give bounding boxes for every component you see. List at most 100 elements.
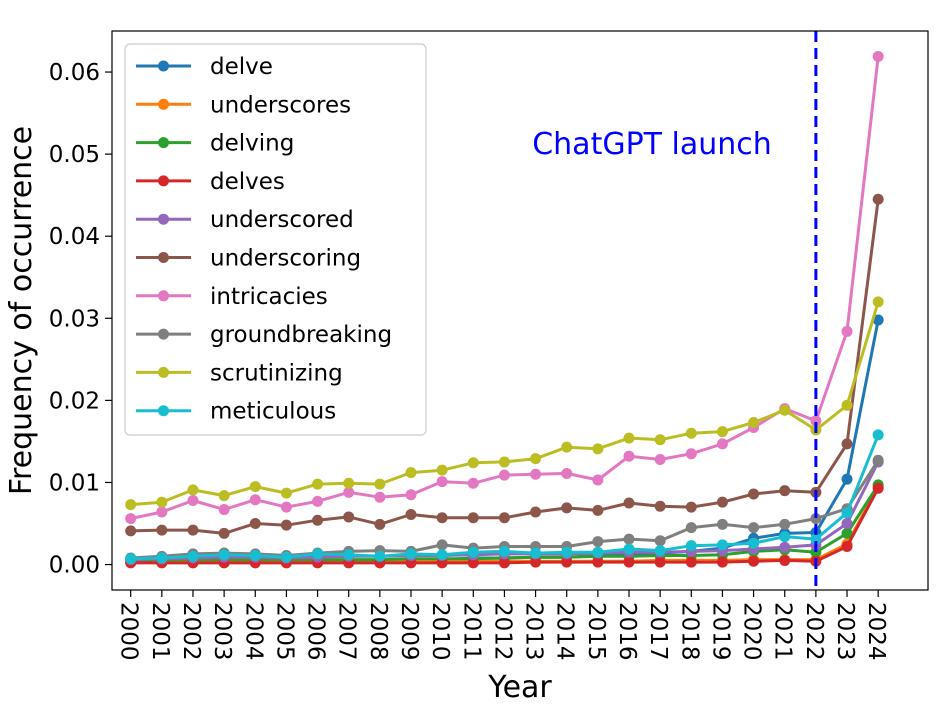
data-point-underscoring <box>187 524 199 536</box>
data-point-intricacies <box>436 476 448 488</box>
chatgpt-launch-annotation: ChatGPT launch <box>532 127 772 162</box>
legend-label: underscoring <box>210 246 361 272</box>
y-tick-label: 0.04 <box>49 224 100 250</box>
data-point-underscoring <box>716 496 728 508</box>
legend-label: delving <box>210 131 294 157</box>
series-line-meticulous <box>129 433 880 561</box>
x-tick-label: 2007 <box>334 602 360 661</box>
data-point-delves <box>623 556 635 568</box>
data-point-meticulous <box>467 546 479 558</box>
data-point-delves <box>530 556 542 568</box>
legend-swatch-marker <box>158 175 169 187</box>
data-point-intricacies <box>218 504 230 516</box>
legend-swatch-marker <box>158 366 169 378</box>
x-tick-label: 2001 <box>147 602 173 661</box>
data-point-intricacies <box>249 494 261 506</box>
data-point-delve <box>841 473 853 485</box>
data-point-meticulous <box>125 553 137 565</box>
data-point-intricacies <box>623 450 635 462</box>
data-point-meticulous <box>498 545 510 557</box>
data-point-underscoring <box>592 504 604 516</box>
x-tick-label: 2023 <box>832 602 858 661</box>
data-point-underscoring <box>436 512 448 524</box>
data-point-scrutinizing <box>841 399 853 411</box>
legend-item-delve: delve <box>136 54 273 80</box>
legend-label: groundbreaking <box>210 322 392 348</box>
x-tick-label: 2003 <box>209 602 235 661</box>
data-point-meticulous <box>530 547 542 559</box>
x-tick-label: 2010 <box>427 602 453 661</box>
y-tick-label: 0.05 <box>49 142 100 168</box>
data-point-scrutinizing <box>249 481 261 493</box>
data-point-scrutinizing <box>125 499 137 511</box>
y-tick-label: 0.06 <box>49 60 100 86</box>
data-point-underscoring <box>748 488 760 500</box>
x-axis-label: Year <box>487 670 552 705</box>
legend-label: meticulous <box>210 399 336 425</box>
data-point-scrutinizing <box>187 484 199 496</box>
data-point-meticulous <box>343 549 355 561</box>
data-point-intricacies <box>187 495 199 507</box>
x-tick-label: 2015 <box>583 602 609 661</box>
data-point-scrutinizing <box>467 457 479 469</box>
data-point-delves <box>561 556 573 568</box>
data-point-groundbreaking <box>592 536 604 548</box>
data-point-meticulous <box>187 550 199 562</box>
data-point-scrutinizing <box>156 496 168 508</box>
legend-item-delves: delves <box>136 169 285 195</box>
legend-swatch-marker <box>158 405 169 417</box>
legend-item-underscores: underscores <box>136 92 351 118</box>
legend-label: intricacies <box>210 284 328 310</box>
data-point-underscoring <box>779 485 791 497</box>
x-tick-label: 2017 <box>645 602 671 661</box>
data-point-meticulous <box>779 531 791 543</box>
data-point-underscoring <box>280 519 292 531</box>
data-point-meticulous <box>374 550 386 562</box>
data-point-underscoring <box>498 512 510 524</box>
data-point-groundbreaking <box>779 518 791 530</box>
legend-label: delve <box>210 54 273 80</box>
series-scrutinizing <box>125 296 884 511</box>
data-point-scrutinizing <box>405 467 417 479</box>
data-point-delves <box>841 540 853 552</box>
x-tick-label: 2004 <box>240 602 266 661</box>
data-point-scrutinizing <box>436 464 448 476</box>
legend-item-intricacies: intricacies <box>136 284 328 310</box>
data-point-delves <box>654 556 666 568</box>
data-point-meticulous <box>748 537 760 549</box>
legend-label: underscored <box>210 207 354 233</box>
data-point-underscoring <box>685 501 697 513</box>
data-point-intricacies <box>561 467 573 479</box>
legend-swatch-marker <box>158 137 169 149</box>
legend-swatch-marker <box>158 290 169 302</box>
x-tick-label: 2014 <box>552 602 578 661</box>
data-point-underscoring <box>156 524 168 536</box>
data-point-intricacies <box>592 474 604 486</box>
data-point-underscoring <box>312 514 324 526</box>
x-tick-label: 2012 <box>489 602 515 661</box>
data-point-meticulous <box>312 548 324 560</box>
data-point-scrutinizing <box>654 434 666 446</box>
data-point-delves <box>716 556 728 568</box>
data-point-delves <box>872 482 884 494</box>
data-point-delve <box>872 314 884 326</box>
data-point-underscoring <box>218 527 230 539</box>
data-point-delves <box>779 554 791 566</box>
legend-swatch-marker <box>158 328 169 340</box>
data-point-meticulous <box>436 549 448 561</box>
data-point-intricacies <box>810 415 822 427</box>
legend-item-underscoring: underscoring <box>136 246 361 272</box>
legend-label: underscores <box>210 92 351 118</box>
y-tick-label: 0.01 <box>49 470 100 496</box>
data-point-scrutinizing <box>312 478 324 490</box>
data-point-scrutinizing <box>218 490 230 502</box>
data-point-scrutinizing <box>748 417 760 429</box>
plot-frame <box>111 30 929 591</box>
x-tick-label: 2024 <box>863 602 889 661</box>
data-point-scrutinizing <box>530 453 542 465</box>
data-point-underscoring <box>654 500 666 512</box>
data-point-scrutinizing <box>685 427 697 439</box>
data-point-meticulous <box>156 552 168 564</box>
data-point-intricacies <box>498 469 510 481</box>
